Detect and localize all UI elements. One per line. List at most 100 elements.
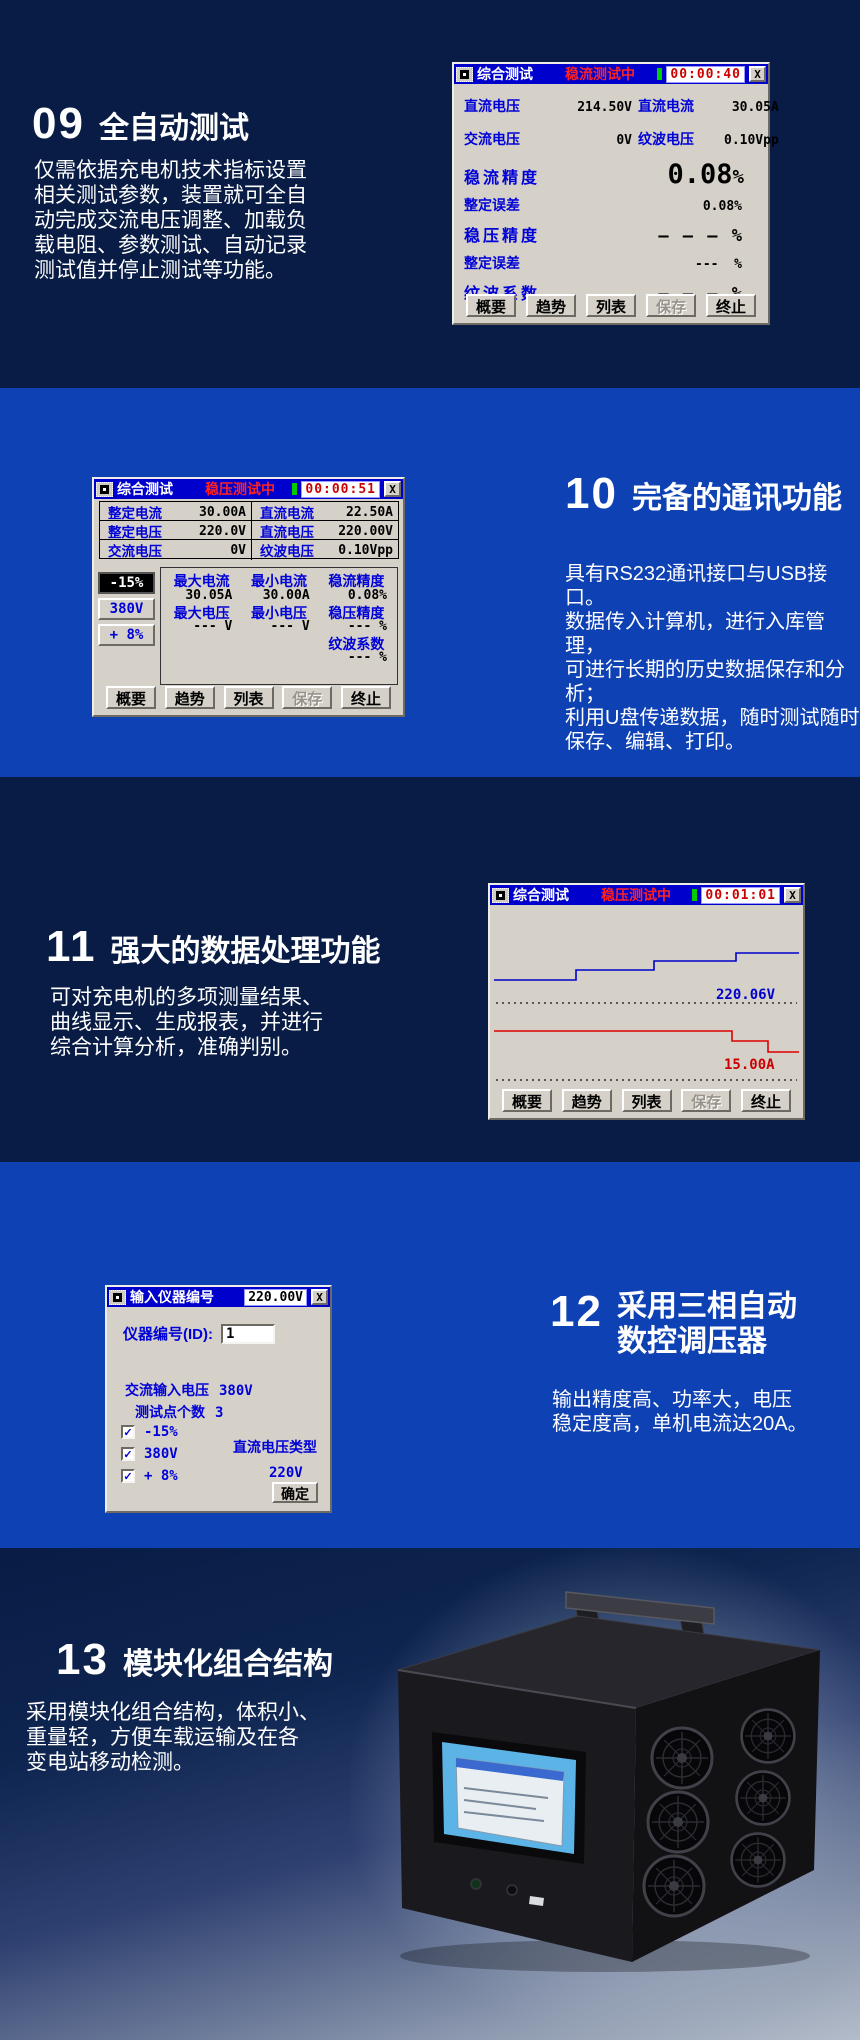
result-panel: 最大电流 最小电流 稳流精度 30.05A 30.00A 0.08% 最大电压 … — [160, 567, 398, 685]
metric-row: 稳压精度 — — — % — [464, 222, 758, 246]
test-point-tabs: -15% 380V + 8% — [98, 572, 155, 646]
current-curve — [494, 1030, 799, 1053]
cell-label: 直流电流 — [260, 506, 314, 521]
dialog-instrument-id: 输入仪器编号 220.00V X 仪器编号(ID): 1 交流输入电压 380V… — [105, 1285, 332, 1513]
cell-value: 0V — [230, 542, 246, 558]
metric-label: 稳压精度 — [464, 228, 541, 245]
section-13-heading: 13 模块化组合结构 — [56, 1638, 333, 1683]
window-title: 综合测试 — [117, 481, 173, 497]
close-button[interactable]: X — [311, 1289, 328, 1305]
trend-button[interactable]: 趋势 — [526, 294, 576, 317]
section-title: 全自动测试 — [98, 112, 249, 145]
test-timer: 00:00:51 — [301, 480, 380, 498]
instrument-id-row: 仪器编号(ID): 1 — [123, 1323, 275, 1344]
panel-value: --- % — [347, 619, 387, 634]
floppy-icon — [456, 66, 473, 82]
section-12-heading: 12 采用三相自动 数控调压器 — [550, 1290, 797, 1359]
metric-row: 稳流精度 0.08% — [464, 161, 758, 188]
section-11-body: 可对充电机的多项测量结果、 曲线显示、生成报表，并进行 综合计算分析，准确判别。 — [50, 986, 323, 1059]
tab-380v[interactable]: 380V — [98, 598, 155, 620]
trend-button[interactable]: 趋势 — [561, 1089, 612, 1112]
panel-value: --- V — [270, 619, 310, 634]
save-button: 保存 — [282, 686, 333, 709]
summary-button[interactable]: 概要 — [466, 294, 516, 317]
label-plate — [529, 1896, 544, 1906]
panel-value: --- % — [347, 650, 387, 665]
instrument-id-input[interactable]: 1 — [221, 1323, 275, 1344]
current-curve-label: 15.00A — [724, 1057, 775, 1073]
window-titlebar: 综合测试 稳压测试中 00:01:01 X — [490, 885, 803, 905]
progress-tick — [657, 68, 663, 80]
ok-button[interactable]: 确定 — [272, 1482, 318, 1503]
checkbox-icon[interactable]: ✓ — [121, 1469, 135, 1483]
measure-value: 0V — [616, 133, 632, 148]
section-10-heading: 10 完备的通讯功能 — [565, 472, 842, 517]
section-title: 完备的通讯功能 — [631, 482, 842, 515]
panel-label: 最大电压 — [173, 605, 230, 621]
fan-grille — [646, 1790, 710, 1854]
voltage-readout: 220.00V — [244, 1288, 307, 1306]
cell-value: 220.0V — [199, 523, 246, 539]
panel-value: 0.08% — [347, 588, 387, 603]
window-title: 综合测试 — [477, 66, 533, 82]
list-button[interactable]: 列表 — [223, 686, 274, 709]
cell-value: 30.00A — [199, 504, 246, 520]
floppy-icon — [109, 1289, 126, 1305]
cell-label: 交流电压 — [108, 544, 162, 559]
tab-minus-15[interactable]: -15% — [98, 572, 155, 594]
close-button[interactable]: X — [749, 66, 766, 82]
table-row: 整定电流 30.00A 直流电流 22.50A — [100, 502, 398, 522]
fan-grille — [650, 1726, 714, 1790]
stop-button[interactable]: 终止 — [741, 1089, 791, 1112]
metric-label: 整定误差 — [464, 197, 520, 213]
ac-input-label: 交流输入电压 — [125, 1382, 209, 1398]
device-shadow — [400, 1940, 810, 1972]
cell-value: 22.50A — [346, 504, 393, 520]
summary-button[interactable]: 概要 — [106, 686, 156, 709]
test-timer: 00:01:01 — [701, 886, 780, 904]
section-09-heading: 09 全自动测试 — [32, 102, 249, 147]
window-buttons: 概要 趋势 列表 保存 终止 — [490, 1089, 803, 1112]
fan-grille — [730, 1832, 786, 1888]
table-row: 整定电压 220.0V 直流电压 220.00V — [100, 521, 398, 541]
tab-plus-8[interactable]: + 8% — [98, 624, 155, 646]
checkbox-minus-15[interactable]: ✓ -15% — [121, 1424, 178, 1440]
checkbox-label: -15% — [144, 1424, 178, 1440]
voltage-curve — [494, 952, 799, 981]
list-button[interactable]: 列表 — [621, 1089, 672, 1112]
trend-button[interactable]: 趋势 — [164, 686, 215, 709]
window-title: 综合测试 — [513, 887, 569, 903]
dialog-titlebar: 输入仪器编号 220.00V X — [107, 1287, 330, 1307]
instrument-id-label: 仪器编号(ID): — [123, 1326, 213, 1343]
checkbox-icon[interactable]: ✓ — [121, 1425, 135, 1439]
stop-button[interactable]: 终止 — [341, 686, 391, 709]
metric-list: 稳流精度 0.08% 整定误差 0.08% 稳压精度 — — — % 整定误差 … — [454, 161, 768, 304]
device-screen — [432, 1732, 586, 1864]
test-points-value: 3 — [215, 1405, 224, 1421]
close-button[interactable]: X — [784, 887, 801, 903]
fan-grille — [642, 1854, 706, 1918]
window-trend-chart: 综合测试 稳压测试中 00:01:01 X 220.06V 15.00A 概要 … — [488, 883, 805, 1120]
checkbox-icon[interactable]: ✓ — [121, 1447, 135, 1461]
measure-value: 30.05A — [731, 100, 779, 115]
checkbox-label: 380V — [144, 1446, 178, 1462]
section-12-body: 输出精度高、功率大，电压 稳定度高，单机电流达20A。 — [552, 1389, 808, 1435]
close-button[interactable]: X — [384, 481, 401, 497]
panel-label: 最小电压 — [250, 605, 307, 621]
save-button: 保存 — [646, 294, 696, 317]
cell-label: 直流电压 — [260, 525, 314, 540]
window-steady-current-test: 综合测试 稳流测试中 00:00:40 X 直流电压 214.50V 直流电流 … — [452, 62, 779, 325]
checkbox-plus-8[interactable]: ✓ + 8% — [121, 1468, 178, 1484]
stop-button[interactable]: 终止 — [706, 294, 756, 317]
section-title: 模块化组合结构 — [122, 1648, 333, 1681]
summary-button[interactable]: 概要 — [502, 1089, 552, 1112]
ac-input-value: 380V — [219, 1383, 253, 1399]
list-button[interactable]: 列表 — [586, 294, 636, 317]
section-10-body: 具有RS232通讯接口与USB接口。 数据传入计算机，进行入库管理， 可进行长期… — [565, 563, 860, 753]
cell-label: 整定电压 — [108, 525, 162, 540]
checkbox-380v[interactable]: ✓ 380V — [121, 1446, 178, 1462]
screen-window — [455, 1757, 565, 1847]
measure-label: 交流电压 — [464, 131, 520, 147]
test-points-label: 测试点个数 — [135, 1404, 205, 1420]
panel-value: 30.00A — [262, 588, 310, 603]
